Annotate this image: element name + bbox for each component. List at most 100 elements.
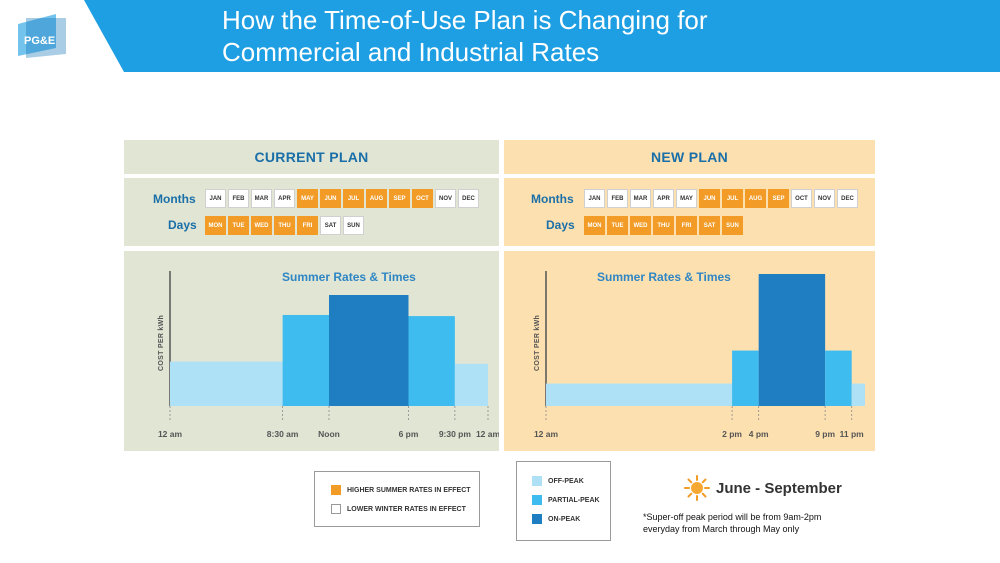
new-bar-off-peak [546,383,733,406]
new-months-row: JAN FEB MAR APR MAY JUN JUL AUG SEP OCT NOV DEC [584,189,858,208]
new-day-fri: FRI [676,216,697,235]
new-tick-label: 4 pm [749,429,769,439]
new-plan-schedule: Months JAN FEB MAR APR MAY JUN JUL AUG SEP OCT NOV… [504,178,875,246]
peak-legend: OFF-PEAK PARTIAL-PEAK ON-PEAK [516,461,611,541]
current-bar-partial-peak [282,314,329,406]
season-label: June - September [684,475,842,501]
title-line-2: Commercial and Industrial Rates [222,37,600,67]
current-month-jan: JAN [205,189,226,208]
rates-legend: HIGHER SUMMER RATES IN EFFECT LOWER WINT… [314,471,480,527]
new-month-mar: MAR [630,189,651,208]
new-day-mon: MON [584,216,605,235]
new-plan-chart-panel: Summer Rates & Times COST PER kWh 12 am 2… [504,251,875,451]
days-label: Days [168,218,197,232]
current-month-may: MAY [297,189,318,208]
new-month-may: MAY [676,189,697,208]
season-text: June - September [716,479,842,497]
title-line-1: How the Time-of-Use Plan is Changing for [222,5,708,35]
current-month-oct: OCT [412,189,433,208]
new-month-feb: FEB [607,189,628,208]
current-month-apr: APR [274,189,295,208]
partial-peak-swatch [532,495,542,505]
new-chart-title: Summer Rates & Times [597,270,731,284]
logo-text: PG&E [24,35,55,47]
new-month-nov: NOV [814,189,835,208]
new-month-apr: APR [653,189,674,208]
current-days-row: MON TUE WED THU FRI SAT SUN [205,216,364,235]
current-bar-off-peak [454,363,488,406]
new-days-row: MON TUE WED THU FRI SAT SUN [584,216,743,235]
new-month-jul: JUL [722,189,743,208]
new-tick-label: 9 pm [815,429,835,439]
off-peak-swatch [532,476,542,486]
current-month-dec: DEC [458,189,479,208]
current-month-aug: AUG [366,189,387,208]
current-bar-on-peak [329,295,409,406]
current-plan-schedule: Months JAN FEB MAR APR MAY JUN JUL AUG SEP OCT NOV… [124,178,499,246]
current-day-thu: THU [274,216,295,235]
current-plan-heading: CURRENT PLAN [124,140,499,174]
new-bar-on-peak [758,274,826,406]
current-tick-label: 6 pm [399,429,419,439]
new-day-sat: SAT [699,216,720,235]
months-label: Months [153,192,196,206]
current-tick-label: 8:30 am [267,429,299,439]
current-chart-title: Summer Rates & Times [282,270,416,284]
new-month-jan: JAN [584,189,605,208]
current-plan-chart-panel: Summer Rates & Times COST PER kWh 12 am 8… [124,251,499,451]
new-month-sep: SEP [768,189,789,208]
higher-summer-swatch [331,485,341,495]
current-day-fri: FRI [297,216,318,235]
days-label: Days [546,218,575,232]
new-plan-chart: 12 am 2 pm 4 pm 9 pm 11 pm [534,271,865,439]
new-bar-off-peak [851,383,865,406]
new-month-aug: AUG [745,189,766,208]
footnote: *Super-off peak period will be from 9am-… [643,511,821,535]
current-day-mon: MON [205,216,226,235]
header-bar [0,0,1000,72]
current-month-nov: NOV [435,189,456,208]
sun-icon [684,475,710,501]
current-tick-label: 12 am [158,429,183,439]
current-tick-label: 12 am [476,429,499,439]
current-month-jul: JUL [343,189,364,208]
current-month-feb: FEB [228,189,249,208]
new-day-tue: TUE [607,216,628,235]
current-months-row: JAN FEB MAR APR MAY JUN JUL AUG SEP OCT NOV DEC [205,189,479,208]
new-day-wed: WED [630,216,651,235]
current-tick-label: 9:30 pm [439,429,472,439]
legend-higher-summer: HIGHER SUMMER RATES IN EFFECT [331,485,471,495]
current-day-sun: SUN [343,216,364,235]
footnote-line-1: *Super-off peak period will be from 9am-… [643,512,822,522]
current-month-mar: MAR [251,189,272,208]
page-title: How the Time-of-Use Plan is Changing for… [222,4,962,68]
new-month-oct: OCT [791,189,812,208]
new-tick-label: 11 pm [840,429,865,439]
legend-lower-winter: LOWER WINTER RATES IN EFFECT [331,504,466,514]
current-day-tue: TUE [228,216,249,235]
legend-partial-peak: PARTIAL-PEAK [532,495,600,505]
new-plan-heading: NEW PLAN [504,140,875,174]
current-month-sep: SEP [389,189,410,208]
current-month-jun: JUN [320,189,341,208]
new-month-dec: DEC [837,189,858,208]
current-plan-chart: 12 am 8:30 am Noon 6 pm 9:30 pm 12 am [158,271,499,439]
new-bar-partial-peak [732,350,759,406]
legend-off-peak: OFF-PEAK [532,476,584,486]
months-label: Months [531,192,574,206]
new-tick-label: 12 am [534,429,559,439]
current-bar-off-peak [170,361,283,406]
footnote-line-2: everyday from March through May only [643,524,800,534]
current-bar-partial-peak [408,316,455,406]
current-day-sat: SAT [320,216,341,235]
new-day-sun: SUN [722,216,743,235]
legend-on-peak: ON-PEAK [532,514,580,524]
new-month-jun: JUN [699,189,720,208]
current-day-wed: WED [251,216,272,235]
current-tick-label: Noon [318,429,340,439]
new-day-thu: THU [653,216,674,235]
on-peak-swatch [532,514,542,524]
new-bar-partial-peak [825,350,852,406]
pge-logo: PG&E [16,14,74,60]
lower-winter-swatch [331,504,341,514]
